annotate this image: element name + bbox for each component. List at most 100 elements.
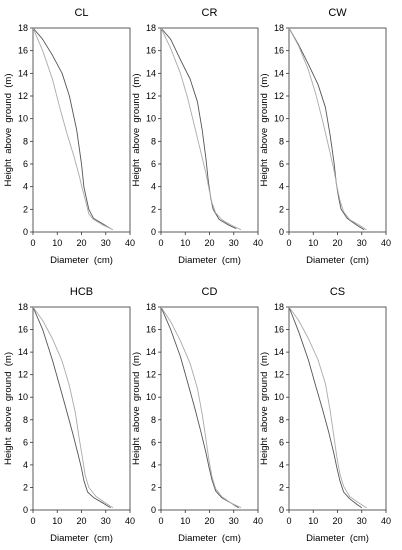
y-tick-label: 6 (23, 437, 28, 447)
chart-title: CS (330, 286, 345, 298)
x-tick-label: 40 (253, 238, 263, 248)
y-tick-label: 8 (151, 136, 156, 146)
y-tick-label: 4 (151, 182, 156, 192)
y-tick-label: 14 (146, 68, 156, 78)
x-tick-label: 40 (125, 516, 135, 526)
x-axis-label: Diameter (cm) (178, 255, 241, 266)
series-line-2 (32, 27, 114, 231)
x-tick-label: 0 (286, 238, 291, 248)
x-tick-label: 30 (229, 516, 239, 526)
chart-title: CW (328, 7, 347, 19)
chart-panel-1: CL 0 10 20 30 40 0 2 4 6 8 10 12 14 16 18 Diameter (cm) H… (3, 7, 135, 266)
y-tick-label: 10 (146, 392, 156, 402)
y-tick-label: 14 (274, 68, 284, 78)
y-tick-label: 12 (146, 91, 156, 101)
y-tick-label: 18 (146, 23, 156, 33)
series-line-1 (32, 306, 111, 509)
y-tick-label: 8 (279, 136, 284, 146)
y-tick-label: 4 (23, 182, 28, 192)
series-line-1 (160, 27, 237, 230)
y-tick-label: 2 (279, 482, 284, 492)
y-tick-label: 0 (279, 505, 284, 515)
y-tick-label: 4 (151, 460, 156, 470)
y-tick-label: 18 (18, 302, 28, 312)
y-tick-label: 0 (279, 227, 284, 237)
y-tick-label: 0 (23, 227, 28, 237)
x-tick-label: 0 (30, 238, 35, 248)
y-tick-label: 6 (151, 159, 156, 169)
y-tick-label: 0 (151, 505, 156, 515)
y-tick-label: 12 (274, 91, 284, 101)
x-tick-label: 0 (158, 238, 163, 248)
y-tick-label: 14 (18, 68, 28, 78)
x-tick-label: 40 (381, 238, 391, 248)
series-line-1 (288, 306, 363, 509)
y-tick-label: 16 (18, 325, 28, 335)
y-tick-label: 8 (23, 415, 28, 425)
plot-frame (288, 306, 387, 511)
y-tick-label: 2 (23, 482, 28, 492)
plot-frame (32, 27, 131, 233)
y-tick-label: 4 (279, 182, 284, 192)
y-tick-label: 18 (274, 302, 284, 312)
x-tick-label: 40 (125, 238, 135, 248)
y-tick-label: 18 (18, 23, 28, 33)
chart-panel-5: CD 0 10 20 30 40 0 2 4 6 8 10 12 14 16 18 Diameter (cm) H… (131, 286, 263, 544)
x-tick-label: 10 (180, 238, 190, 248)
y-axis-label: Height above ground (m) (3, 73, 14, 186)
y-tick-label: 2 (23, 204, 28, 214)
y-tick-label: 0 (23, 505, 28, 515)
y-tick-label: 16 (146, 325, 156, 335)
x-tick-label: 0 (30, 516, 35, 526)
chart-title: CR (202, 7, 218, 19)
y-tick-label: 2 (279, 204, 284, 214)
y-tick-label: 8 (23, 136, 28, 146)
y-tick-label: 2 (151, 482, 156, 492)
y-tick-label: 16 (274, 325, 284, 335)
y-tick-label: 14 (146, 347, 156, 357)
chart-panel-6: CS 0 10 20 30 40 0 2 4 6 8 10 12 14 16 18 Diameter (cm) H… (259, 286, 391, 544)
series-line-2 (288, 27, 367, 231)
series-line-1 (288, 27, 365, 231)
series-line-2 (160, 306, 242, 509)
y-axis-label: Height above ground (m) (131, 73, 142, 186)
x-tick-label: 40 (381, 516, 391, 526)
chart-panel-3: CW 0 10 20 30 40 0 2 4 6 8 10 12 14 16 18 Diameter (cm) H… (259, 7, 391, 266)
y-tick-label: 2 (151, 204, 156, 214)
y-tick-label: 14 (18, 347, 28, 357)
y-tick-label: 10 (274, 114, 284, 124)
x-axis-label: Diameter (cm) (306, 255, 369, 266)
y-tick-label: 16 (18, 46, 28, 56)
x-tick-label: 20 (332, 238, 342, 248)
y-tick-label: 4 (23, 460, 28, 470)
y-tick-label: 0 (151, 227, 156, 237)
series-line-2 (32, 306, 114, 509)
chart-title: HCB (70, 286, 93, 298)
y-tick-label: 18 (146, 302, 156, 312)
y-tick-label: 6 (151, 437, 156, 447)
y-tick-label: 12 (274, 370, 284, 380)
x-tick-label: 40 (253, 516, 263, 526)
y-tick-label: 18 (274, 23, 284, 33)
x-tick-label: 20 (332, 516, 342, 526)
x-tick-label: 20 (76, 238, 86, 248)
series-line-1 (32, 27, 111, 229)
y-tick-label: 6 (279, 159, 284, 169)
chart-panel-2: CR 0 10 20 30 40 0 2 4 6 8 10 12 14 16 18 Diameter (cm) H… (131, 7, 263, 266)
y-tick-label: 12 (18, 91, 28, 101)
series-line-2 (160, 27, 242, 231)
x-tick-label: 10 (308, 238, 318, 248)
x-tick-label: 10 (180, 516, 190, 526)
x-tick-label: 30 (357, 238, 367, 248)
x-tick-label: 0 (286, 516, 291, 526)
x-tick-label: 30 (101, 238, 111, 248)
x-tick-label: 30 (357, 516, 367, 526)
y-axis-label: Height above ground (m) (259, 73, 270, 186)
x-tick-label: 10 (52, 238, 62, 248)
x-tick-label: 20 (76, 516, 86, 526)
y-tick-label: 4 (279, 460, 284, 470)
chart-panel-4: HCB 0 10 20 30 40 0 2 4 6 8 10 12 14 16 18 Diameter (cm)… (3, 286, 135, 544)
x-tick-label: 30 (101, 516, 111, 526)
x-tick-label: 20 (204, 516, 214, 526)
